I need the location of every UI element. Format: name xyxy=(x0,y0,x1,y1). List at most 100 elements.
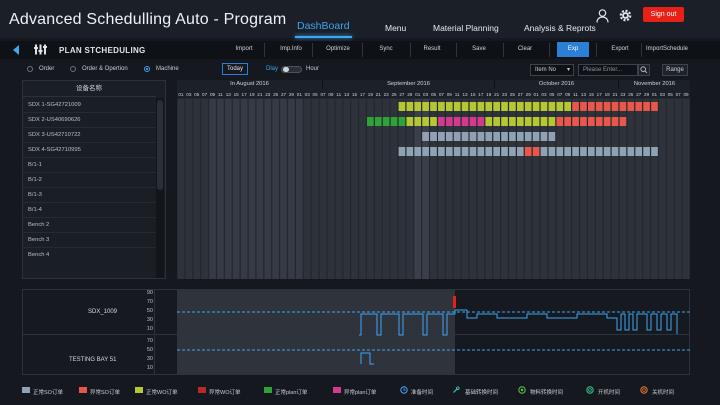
schedule-bar[interactable] xyxy=(422,147,429,156)
schedule-bar[interactable] xyxy=(398,147,406,156)
schedule-bar[interactable] xyxy=(453,102,461,111)
schedule-bar[interactable] xyxy=(398,117,406,126)
schedule-bar[interactable] xyxy=(374,117,382,126)
schedule-bar[interactable] xyxy=(556,147,564,156)
machine-row[interactable]: SDX 1-SG42721009 xyxy=(23,98,156,113)
schedule-bar[interactable] xyxy=(430,102,437,111)
schedule-bar[interactable] xyxy=(469,117,477,126)
schedule-bar[interactable] xyxy=(556,102,564,111)
schedule-bar[interactable] xyxy=(580,102,587,111)
sync-button[interactable]: Sync xyxy=(379,46,393,52)
schedule-bar[interactable] xyxy=(548,102,556,111)
nav-menu[interactable]: Menu xyxy=(385,23,407,33)
schedule-bar[interactable] xyxy=(595,102,603,111)
schedule-bar[interactable] xyxy=(422,102,429,111)
schedule-bar[interactable] xyxy=(501,147,508,156)
schedule-bar[interactable] xyxy=(619,117,627,126)
today-button[interactable]: Today xyxy=(222,63,248,75)
schedule-bar[interactable] xyxy=(438,132,445,141)
schedule-bar[interactable] xyxy=(564,102,572,111)
schedule-bar[interactable] xyxy=(461,102,469,111)
schedule-bar[interactable] xyxy=(430,147,437,156)
export-button[interactable]: Export xyxy=(611,46,629,52)
schedule-bar[interactable] xyxy=(524,147,532,156)
result-button[interactable]: Result xyxy=(423,46,441,52)
gear-icon[interactable] xyxy=(618,8,633,23)
schedule-bar[interactable] xyxy=(524,102,532,111)
radio-machine[interactable] xyxy=(144,66,150,72)
schedule-bar[interactable] xyxy=(627,147,635,156)
schedule-bar[interactable] xyxy=(430,117,437,126)
schedule-bar[interactable] xyxy=(532,147,540,156)
schedule-bar[interactable] xyxy=(438,117,445,126)
schedule-bar[interactable] xyxy=(445,117,453,126)
schedule-bar[interactable] xyxy=(477,132,485,141)
machine-row[interactable]: SDX 3-US42710722 xyxy=(23,128,156,143)
schedule-bar[interactable] xyxy=(461,147,469,156)
machine-row[interactable]: B/1-2 xyxy=(23,173,156,188)
schedule-bar[interactable] xyxy=(540,102,548,111)
schedule-bar[interactable] xyxy=(445,102,453,111)
schedule-bar[interactable] xyxy=(556,117,564,126)
schedule-bar[interactable] xyxy=(501,117,508,126)
machine-row[interactable]: B/1-1 xyxy=(23,158,156,173)
schedule-bar[interactable] xyxy=(509,102,516,111)
schedule-bar[interactable] xyxy=(422,132,429,141)
schedule-bar[interactable] xyxy=(406,102,414,111)
schedule-bar[interactable] xyxy=(469,132,477,141)
nav-dashboard[interactable]: DashBoard xyxy=(295,20,352,38)
schedule-bar[interactable] xyxy=(548,147,556,156)
schedule-bar[interactable] xyxy=(595,147,603,156)
schedule-bar[interactable] xyxy=(509,147,516,156)
schedule-bar[interactable] xyxy=(445,147,453,156)
schedule-bar[interactable] xyxy=(390,117,398,126)
machine-row[interactable]: B/1-3 xyxy=(23,188,156,203)
schedule-bar[interactable] xyxy=(580,147,587,156)
schedule-bar[interactable] xyxy=(540,132,548,141)
schedule-bar[interactable] xyxy=(461,132,469,141)
schedule-bar[interactable] xyxy=(477,117,485,126)
range-button[interactable]: Range xyxy=(662,64,688,76)
schedule-bar[interactable] xyxy=(509,117,516,126)
schedule-bar[interactable] xyxy=(572,147,579,156)
import-button[interactable]: Import xyxy=(235,46,253,52)
schedule-bar[interactable] xyxy=(414,147,422,156)
schedule-bar[interactable] xyxy=(406,147,414,156)
item-no-select[interactable]: Item No xyxy=(530,64,574,76)
schedule-bar[interactable] xyxy=(595,117,603,126)
schedule-bar[interactable] xyxy=(445,132,453,141)
clear-button[interactable]: Clear xyxy=(517,46,533,52)
schedule-bar[interactable] xyxy=(469,102,477,111)
nav-material-planning[interactable]: Material Planning xyxy=(433,23,499,33)
schedule-bar[interactable] xyxy=(382,117,390,126)
schedule-bar[interactable] xyxy=(611,117,619,126)
schedule-bar[interactable] xyxy=(651,102,658,111)
schedule-bar[interactable] xyxy=(619,147,627,156)
search-input[interactable]: Please Enter... xyxy=(578,64,638,76)
schedule-bar[interactable] xyxy=(588,147,595,156)
schedule-bar[interactable] xyxy=(438,147,445,156)
schedule-bar[interactable] xyxy=(564,117,572,126)
schedule-bar[interactable] xyxy=(619,102,627,111)
radio-order-operation[interactable] xyxy=(70,66,76,72)
schedule-bar[interactable] xyxy=(414,102,422,111)
schedule-bar[interactable] xyxy=(643,102,650,111)
schedule-bar[interactable] xyxy=(477,102,485,111)
exp-button[interactable]: Exp xyxy=(557,42,589,57)
machine-row[interactable]: Bench 3 xyxy=(23,233,156,248)
machine-row[interactable]: Bench 4 xyxy=(28,252,50,258)
schedule-bar[interactable] xyxy=(485,117,493,126)
schedule-bar[interactable] xyxy=(461,117,469,126)
schedule-bar[interactable] xyxy=(627,102,635,111)
schedule-bar[interactable] xyxy=(643,147,650,156)
schedule-bar[interactable] xyxy=(438,102,445,111)
schedule-bar[interactable] xyxy=(430,132,437,141)
schedule-bar[interactable] xyxy=(635,102,643,111)
nav-analysis-reports[interactable]: Analysis & Reprots xyxy=(524,23,596,33)
schedule-bar[interactable] xyxy=(453,147,461,156)
schedule-bar[interactable] xyxy=(509,132,516,141)
schedule-bar[interactable] xyxy=(516,117,524,126)
save-button[interactable]: Save xyxy=(472,46,486,52)
schedule-bar[interactable] xyxy=(603,102,611,111)
schedule-bar[interactable] xyxy=(611,147,619,156)
